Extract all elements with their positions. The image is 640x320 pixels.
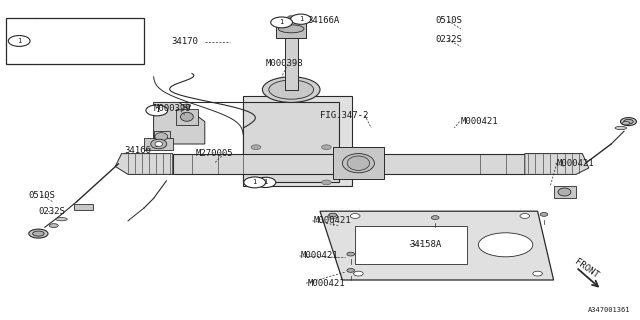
Text: 0510S: 0510S — [29, 191, 56, 200]
Ellipse shape — [253, 180, 259, 183]
Text: 34166A: 34166A — [307, 16, 339, 25]
Text: M000421: M000421 — [557, 159, 595, 168]
Polygon shape — [525, 154, 589, 174]
Ellipse shape — [56, 218, 67, 221]
Polygon shape — [154, 131, 170, 142]
Ellipse shape — [533, 271, 543, 276]
Ellipse shape — [479, 233, 533, 257]
Polygon shape — [554, 186, 576, 198]
Text: M000421: M000421 — [301, 252, 339, 260]
Ellipse shape — [348, 156, 370, 170]
Text: M000421: M000421 — [461, 117, 499, 126]
Circle shape — [271, 17, 292, 28]
Text: 0232S: 0232S — [38, 207, 65, 216]
Text: M000399: M000399 — [154, 104, 191, 113]
Polygon shape — [74, 204, 93, 210]
Polygon shape — [173, 154, 525, 174]
Polygon shape — [154, 102, 205, 144]
Text: 1: 1 — [17, 38, 21, 44]
Ellipse shape — [624, 119, 634, 124]
Text: 1: 1 — [299, 16, 303, 22]
Ellipse shape — [33, 231, 44, 236]
Text: 0232S: 0232S — [435, 36, 462, 44]
Ellipse shape — [49, 224, 58, 228]
Ellipse shape — [431, 216, 439, 220]
Ellipse shape — [278, 25, 304, 33]
Polygon shape — [144, 138, 173, 150]
Ellipse shape — [151, 139, 166, 149]
Text: 34170: 34170 — [172, 37, 198, 46]
FancyBboxPatch shape — [6, 18, 144, 64]
Text: 1: 1 — [253, 180, 257, 185]
Circle shape — [291, 14, 311, 24]
Ellipse shape — [621, 117, 636, 125]
Polygon shape — [276, 21, 306, 38]
Text: A347001361: A347001361 — [588, 308, 630, 313]
Circle shape — [244, 177, 266, 188]
Text: 1: 1 — [280, 20, 284, 25]
Ellipse shape — [262, 77, 320, 102]
Ellipse shape — [251, 180, 261, 185]
Polygon shape — [243, 96, 352, 186]
Ellipse shape — [540, 212, 548, 216]
Polygon shape — [285, 26, 298, 90]
Ellipse shape — [520, 214, 529, 218]
Circle shape — [255, 177, 276, 188]
Ellipse shape — [29, 229, 48, 238]
Ellipse shape — [329, 213, 337, 217]
Text: (1705- ): (1705- ) — [95, 48, 138, 57]
Text: M000398: M000398 — [266, 60, 303, 68]
Text: M270005: M270005 — [195, 149, 233, 158]
Text: M000421: M000421 — [307, 279, 345, 288]
Text: ( -1705): ( -1705) — [95, 24, 138, 33]
Circle shape — [8, 36, 30, 46]
Ellipse shape — [321, 180, 332, 185]
Ellipse shape — [251, 145, 261, 149]
Text: FRONT: FRONT — [573, 257, 600, 280]
Ellipse shape — [183, 104, 191, 107]
Text: FIG.347-2: FIG.347-2 — [320, 111, 369, 120]
Ellipse shape — [622, 122, 630, 125]
Polygon shape — [333, 147, 384, 179]
Polygon shape — [243, 102, 339, 182]
Ellipse shape — [347, 252, 355, 256]
Text: M000421: M000421 — [314, 216, 351, 225]
Text: 1: 1 — [264, 180, 268, 185]
Polygon shape — [176, 109, 198, 125]
Polygon shape — [115, 154, 173, 174]
Text: M000463: M000463 — [37, 48, 75, 57]
Text: 0510S: 0510S — [435, 16, 462, 25]
Ellipse shape — [321, 145, 332, 149]
Ellipse shape — [155, 141, 163, 147]
Text: M000432: M000432 — [37, 24, 75, 33]
Ellipse shape — [328, 214, 338, 218]
Text: 34158A: 34158A — [410, 240, 442, 249]
Polygon shape — [355, 226, 467, 264]
Circle shape — [146, 105, 168, 116]
Ellipse shape — [351, 214, 360, 218]
Ellipse shape — [347, 268, 355, 272]
Text: 34166: 34166 — [125, 146, 152, 155]
Polygon shape — [320, 211, 554, 280]
Ellipse shape — [615, 126, 627, 130]
Ellipse shape — [354, 271, 364, 276]
Text: 1: 1 — [155, 108, 159, 113]
Ellipse shape — [155, 132, 168, 141]
Ellipse shape — [287, 16, 295, 20]
Ellipse shape — [180, 112, 193, 121]
Ellipse shape — [558, 188, 571, 196]
Ellipse shape — [269, 80, 314, 99]
Ellipse shape — [342, 154, 374, 173]
